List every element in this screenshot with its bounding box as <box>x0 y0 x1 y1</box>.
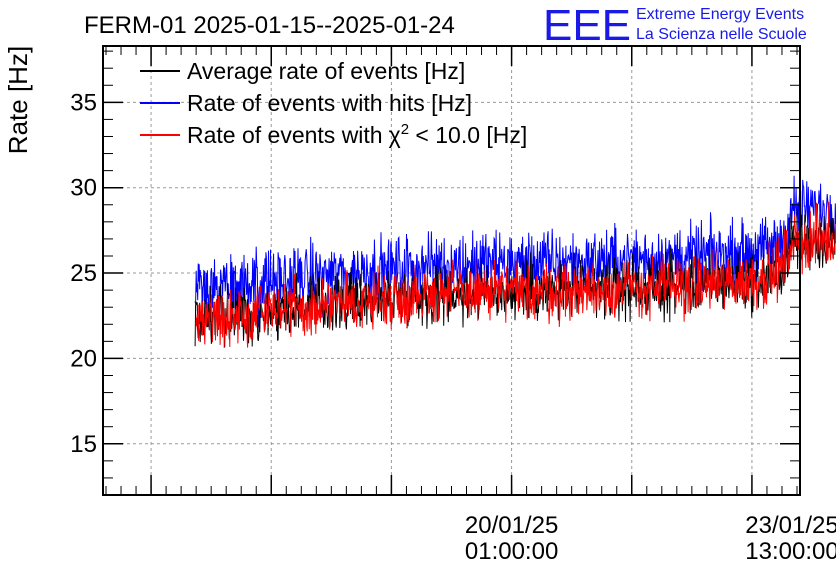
data-series <box>194 175 836 348</box>
legend-label-chi2: Rate of events with χ2 < 10.0 [Hz] <box>187 121 527 148</box>
legend-label-average: Average rate of events [Hz] <box>187 58 465 84</box>
legend-label-chi2-superscript: 2 <box>401 121 409 138</box>
grid-lines <box>103 46 800 495</box>
x-tick-label-time: 01:00:00 <box>465 538 558 565</box>
chart-title: FERM-01 2025-01-15--2025-01-24 <box>84 12 455 39</box>
y-tick-label: 20 <box>70 345 97 372</box>
x-tick-label-time: 13:00:00 <box>745 538 836 565</box>
legend-label-chi2-symbol: χ <box>389 122 401 148</box>
x-tick-label-date: 20/01/25 <box>465 512 558 539</box>
eee-logo-line2: La Scienza nelle Scuole <box>636 26 807 43</box>
series-line <box>194 201 836 348</box>
x-tick-label-date: 23/01/25 <box>745 512 836 539</box>
axis-ticks <box>103 46 800 496</box>
legend-label-chi2-main: Rate of events with <box>187 122 383 148</box>
y-tick-label: 35 <box>70 89 97 116</box>
y-tick-label: 15 <box>70 431 97 458</box>
eee-logo-line1: Extreme Energy Events <box>636 6 804 23</box>
legend-label-hits: Rate of events with hits [Hz] <box>187 90 472 116</box>
legend-label-chi2-suffix: < 10.0 [Hz] <box>409 122 527 148</box>
eee-logo: EEE Extreme Energy Events La Scienza nel… <box>543 1 807 50</box>
y-tick-label: 30 <box>70 175 97 202</box>
y-tick-label: 25 <box>70 260 97 287</box>
legend: Average rate of events [Hz] Rate of even… <box>140 58 527 148</box>
eee-logo-mark: EEE <box>543 1 631 50</box>
y-axis-title: Rate [Hz] <box>3 46 33 154</box>
